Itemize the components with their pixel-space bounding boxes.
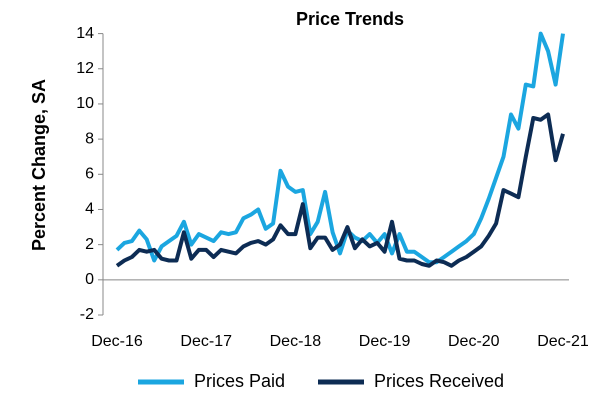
x-tick-label: Dec-21 (537, 333, 589, 350)
y-tick-label: 12 (76, 60, 94, 77)
y-tick-label: -2 (80, 306, 94, 323)
y-tick-label: 6 (85, 166, 94, 183)
chart-title: Price Trends (296, 9, 404, 29)
x-tick-label: Dec-19 (359, 333, 411, 350)
legend-label: Prices Received (374, 371, 504, 391)
y-tick-label: 14 (76, 25, 94, 42)
x-tick-label: Dec-18 (270, 333, 322, 350)
x-tick-label: Dec-16 (91, 333, 143, 350)
y-tick-label: 4 (85, 201, 94, 218)
legend-label: Prices Paid (194, 371, 285, 391)
y-tick-label: 10 (76, 95, 94, 112)
y-tick-label: 0 (85, 271, 94, 288)
y-tick-label: 8 (85, 130, 94, 147)
x-tick-label: Dec-17 (180, 333, 232, 350)
series-line (115, 112, 565, 268)
y-tick-label: 2 (85, 236, 94, 253)
x-tick-label: Dec-20 (448, 333, 500, 350)
series-line (115, 31, 565, 265)
y-axis-label: Percent Change, SA (29, 79, 49, 251)
